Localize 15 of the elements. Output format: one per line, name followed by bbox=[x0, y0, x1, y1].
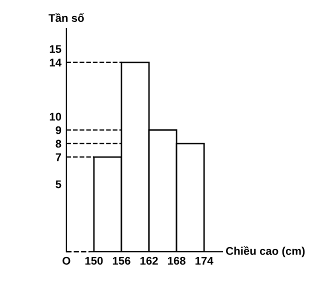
y-tick-label: 7 bbox=[56, 153, 62, 162]
y-tick-label: 5 bbox=[56, 180, 62, 188]
x-tick-label: 168 bbox=[168, 256, 186, 265]
y-tick-label: 14 bbox=[50, 58, 62, 66]
x-tick-label: O bbox=[62, 256, 70, 265]
y-tick-label: 8 bbox=[56, 140, 62, 148]
y-tick-label: 9 bbox=[56, 126, 62, 134]
x-tick-label: 174 bbox=[196, 256, 214, 265]
x-tick-label: 150 bbox=[85, 256, 103, 265]
x-tick-label: 156 bbox=[112, 256, 130, 265]
x-axis-title: Chiều cao (cm) bbox=[226, 246, 305, 258]
y-tick-label: 10 bbox=[50, 112, 62, 121]
x-tick-label: 162 bbox=[140, 256, 158, 265]
y-tick-label: 15 bbox=[50, 45, 62, 54]
y-axis-title: Tần số bbox=[48, 13, 84, 22]
